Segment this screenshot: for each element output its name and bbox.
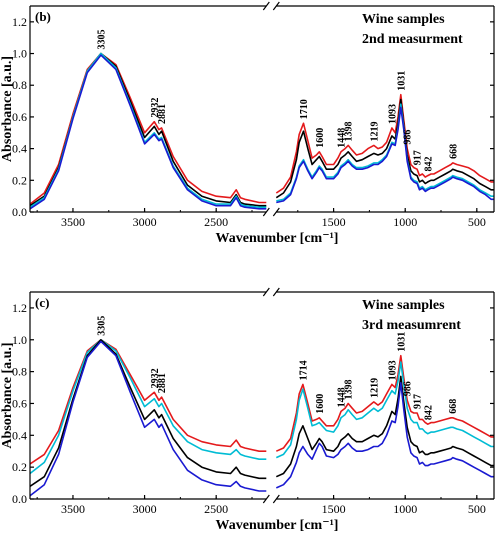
series-line-2 xyxy=(30,52,494,207)
series-line-3 xyxy=(30,52,494,208)
x-tick-label: 3000 xyxy=(133,502,157,516)
axis-break-mark xyxy=(272,494,280,504)
y-tick-label: 0.4 xyxy=(12,142,27,156)
chart-subtitle: 3rd measumrent xyxy=(362,318,461,333)
y-tick-label: 0.2 xyxy=(12,173,27,187)
peak-label: 1093 xyxy=(387,104,398,124)
axis-break-mark xyxy=(262,207,270,217)
peak-label: 1031 xyxy=(396,332,407,352)
peak-label: 1448 xyxy=(337,387,348,407)
peak-label: 842 xyxy=(423,405,434,420)
panel-label: (b) xyxy=(35,9,51,24)
chart-title: Wine samples xyxy=(362,298,445,313)
peak-label: 986 xyxy=(403,381,414,396)
peak-label: 2881 xyxy=(157,373,168,393)
axis-break-mark xyxy=(272,287,280,297)
peak-label: 2932 xyxy=(150,98,161,118)
axis-break-mark xyxy=(262,287,270,297)
peak-label: 1600 xyxy=(315,128,326,148)
peak-label: 986 xyxy=(403,130,414,145)
peak-label: 668 xyxy=(448,399,459,414)
x-tick-label: 500 xyxy=(468,502,486,516)
axis-break-mark xyxy=(262,494,270,504)
panel-label: (c) xyxy=(35,295,49,310)
series-line-2 xyxy=(30,339,494,475)
y-tick-label: 0.0 xyxy=(12,205,27,219)
y-tick-label: 0.6 xyxy=(12,396,27,410)
axis-break-mark xyxy=(262,1,270,11)
peak-label: 1448 xyxy=(337,128,348,148)
y-tick-label: 1.2 xyxy=(12,301,27,315)
y-tick-label: 0.0 xyxy=(12,492,27,506)
x-tick-label: 1000 xyxy=(393,215,417,229)
peak-label: 1398 xyxy=(344,379,355,399)
peak-label: 1714 xyxy=(298,360,309,380)
y-tick-label: 0.8 xyxy=(12,78,27,92)
series-line-1 xyxy=(30,339,494,465)
axes-frame xyxy=(29,287,495,504)
x-tick-label: 3500 xyxy=(61,215,85,229)
series-group xyxy=(30,339,494,497)
x-tick-label: 1000 xyxy=(393,502,417,516)
peak-label: 3305 xyxy=(96,316,107,336)
x-tick-label: 2500 xyxy=(204,215,228,229)
x-tick-label: 2500 xyxy=(204,502,228,516)
peak-label: 842 xyxy=(423,157,434,172)
x-tick-label: 1500 xyxy=(322,215,346,229)
y-tick-label: 1.0 xyxy=(12,333,27,347)
chart-subtitle: 2nd measurment xyxy=(362,32,463,47)
panel-b: 3500 3000 2500 1500 1000 500 0.0 0.2 0.4 0.6 0.8 1.… xyxy=(0,1,495,246)
peak-label: 3305 xyxy=(96,30,107,50)
series-group xyxy=(30,52,494,210)
x-axis-label: Wavenumber [cm⁻¹] xyxy=(216,231,339,246)
x-tick-label: 1500 xyxy=(322,502,346,516)
peak-label: 1219 xyxy=(369,121,380,141)
y-tick-label: 0.6 xyxy=(12,110,27,124)
y-tick-label: 1.0 xyxy=(12,47,27,61)
x-tick-label: 3500 xyxy=(61,502,85,516)
y-tick-label: 0.2 xyxy=(12,460,27,474)
panel-c: 3500 3000 2500 1500 1000 500 0.0 0.2 0.4 0.6 0.8 1.… xyxy=(0,287,495,533)
chart-title: Wine samples xyxy=(362,12,445,27)
peak-label: 1710 xyxy=(299,99,310,119)
peak-label: 917 xyxy=(413,150,424,165)
axes-frame xyxy=(29,1,495,217)
y-axis-label: Absorbance [a.u.] xyxy=(0,342,15,448)
axis-break-mark xyxy=(272,1,280,11)
peak-label: 1600 xyxy=(315,394,326,414)
peak-label: 668 xyxy=(448,144,459,159)
peak-label: 1031 xyxy=(396,71,407,91)
x-tick-label: 500 xyxy=(468,215,486,229)
y-tick-label: 0.8 xyxy=(12,365,27,379)
peak-label: 917 xyxy=(413,394,424,409)
peak-label: 1219 xyxy=(369,378,380,398)
y-axis-label: Absorbance [a.u.] xyxy=(0,56,15,162)
peak-label: 1093 xyxy=(387,360,398,380)
y-tick-label: 0.4 xyxy=(12,428,27,442)
series-line-4 xyxy=(30,340,494,497)
x-axis-label: Wavenumber [cm⁻¹] xyxy=(216,518,339,533)
y-tick-label: 1.2 xyxy=(12,15,27,29)
axis-break-mark xyxy=(272,207,280,217)
peak-label: 2932 xyxy=(150,368,161,388)
peak-label: 2881 xyxy=(157,104,168,124)
series-line-4 xyxy=(30,54,494,210)
x-tick-label: 3000 xyxy=(133,215,157,229)
peak-label: 1398 xyxy=(344,121,355,141)
